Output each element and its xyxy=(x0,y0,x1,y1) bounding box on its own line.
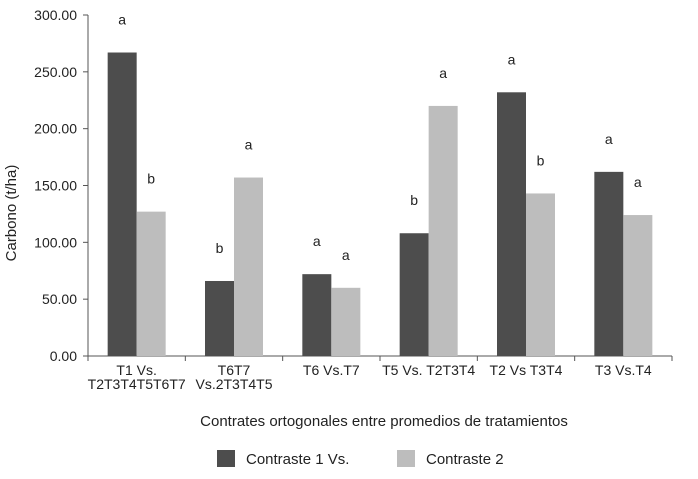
x-tick-label: T1 Vs. xyxy=(116,362,156,378)
bar-contraste-2 xyxy=(234,177,263,356)
y-tick-label: 150.00 xyxy=(34,178,77,194)
bar-contraste-2 xyxy=(623,215,653,356)
bar-significance-label: b xyxy=(537,152,545,168)
axes xyxy=(87,15,672,357)
y-tick-label: 250.00 xyxy=(34,64,77,80)
legend-label: Contraste 1 Vs. xyxy=(246,451,349,468)
bar-contraste-2 xyxy=(526,193,555,356)
x-axis-label: Contrates ortogonales entre promedios de… xyxy=(200,413,568,430)
bar-significance-label: b xyxy=(147,171,155,187)
y-axis-label: Carbono (t/ha) xyxy=(3,165,20,262)
x-ticks xyxy=(87,356,673,361)
bar-significance-label: b xyxy=(216,240,224,256)
x-tick-label: T3 Vs.T4 xyxy=(595,362,652,378)
legend: Contraste 1 Vs. Contraste 2 xyxy=(217,450,504,468)
y-tick-label: 200.00 xyxy=(34,121,77,137)
y-tick-label: 300.00 xyxy=(34,7,77,23)
x-tick-label: T2T3T4T5T6T7 xyxy=(88,376,186,392)
legend-swatch xyxy=(217,450,235,467)
bar-significance-label: a xyxy=(313,233,321,249)
bar-contraste-1 xyxy=(205,280,234,356)
bar-contraste-1 xyxy=(594,171,624,356)
bar-contraste-2 xyxy=(136,211,166,356)
y-tick-label: 0.00 xyxy=(50,348,77,364)
x-tick-label: T6T7 xyxy=(218,362,251,378)
bar-significance-label: a xyxy=(245,137,253,153)
bar-significance-label: a xyxy=(634,174,642,190)
legend-label: Contraste 2 xyxy=(426,451,504,468)
bar-contraste-2 xyxy=(428,105,458,356)
y-ticks: 0.00 50.00 100.00 150.00 200.00 250.00 300.00 xyxy=(34,7,88,364)
bar-contraste-1 xyxy=(302,274,332,356)
bar-significance-label: a xyxy=(342,247,350,263)
bar-contraste-1 xyxy=(107,52,137,356)
y-tick-label: 50.00 xyxy=(42,291,77,307)
bar-significance-label: a xyxy=(439,65,447,81)
y-tick-label: 100.00 xyxy=(34,234,77,250)
bar-contraste-2 xyxy=(331,287,361,356)
bar-significance-label: b xyxy=(410,192,418,208)
bar-significance-label: a xyxy=(508,51,516,67)
x-tick-label: T5 Vs. T2T3T4 xyxy=(382,362,475,378)
bar-significance-label: a xyxy=(118,12,126,28)
bar-contraste-1 xyxy=(497,92,526,356)
x-tick-label: Vs.2T3T4T5 xyxy=(195,376,272,392)
legend-swatch xyxy=(397,450,415,467)
bar-contraste-1 xyxy=(399,233,429,356)
bars xyxy=(107,52,653,356)
x-tick-label: T6 Vs.T7 xyxy=(303,362,360,378)
bar-significance-label: a xyxy=(605,131,613,147)
bar-labels: a b b a a a b a a b a a xyxy=(118,12,642,263)
x-tick-label: T2 Vs T3T4 xyxy=(490,362,563,378)
